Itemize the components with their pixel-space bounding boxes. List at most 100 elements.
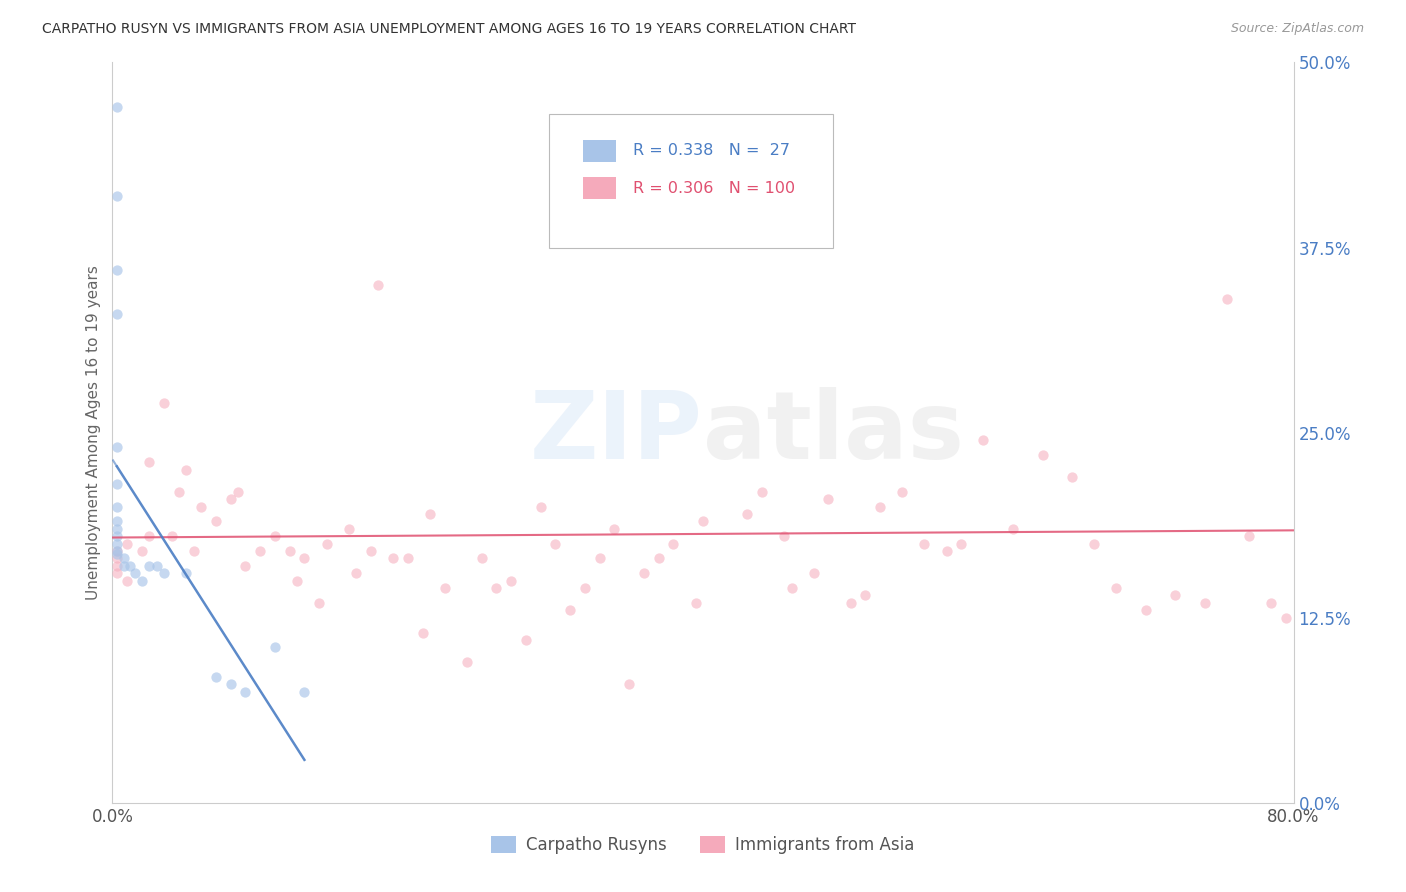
Point	[588, 551, 610, 566]
Point	[619, 677, 641, 691]
Point	[285, 574, 308, 588]
Point	[914, 536, 936, 550]
Point	[1194, 596, 1216, 610]
Point	[105, 558, 128, 573]
Point	[647, 551, 671, 566]
Point	[315, 536, 337, 550]
Point	[1135, 603, 1157, 617]
Point	[117, 574, 138, 588]
Point	[174, 566, 197, 581]
Point	[685, 596, 707, 610]
Point	[891, 484, 914, 499]
Y-axis label: Unemployment Among Ages 16 to 19 years: Unemployment Among Ages 16 to 19 years	[86, 265, 101, 600]
Point	[105, 551, 128, 566]
Point	[515, 632, 537, 647]
Point	[112, 558, 135, 573]
Point	[174, 462, 197, 476]
Point	[817, 492, 839, 507]
Point	[344, 566, 367, 581]
Point	[138, 558, 160, 573]
Point	[737, 507, 759, 521]
Text: Source: ZipAtlas.com: Source: ZipAtlas.com	[1230, 22, 1364, 36]
Point	[112, 551, 135, 566]
Point	[105, 477, 128, 491]
Point	[603, 522, 626, 536]
Point	[803, 566, 825, 581]
Point	[105, 544, 128, 558]
Point	[160, 529, 183, 543]
Point	[219, 677, 242, 691]
Point	[855, 589, 877, 603]
Point	[105, 547, 128, 561]
Text: R = 0.306   N = 100: R = 0.306 N = 100	[633, 180, 796, 195]
Point	[485, 581, 508, 595]
Point	[308, 596, 330, 610]
Point	[117, 536, 138, 550]
Point	[633, 566, 655, 581]
Point	[105, 307, 128, 321]
Point	[105, 515, 128, 529]
Point	[560, 603, 582, 617]
Point	[382, 551, 405, 566]
Text: ZIP: ZIP	[530, 386, 703, 479]
Point	[138, 529, 160, 543]
Point	[433, 581, 456, 595]
Point	[1083, 536, 1105, 550]
Point	[544, 536, 567, 550]
FancyBboxPatch shape	[582, 177, 616, 200]
Point	[1105, 581, 1128, 595]
Point	[780, 581, 803, 595]
Point	[1275, 610, 1298, 624]
Point	[264, 529, 287, 543]
Point	[105, 544, 128, 558]
Point	[839, 596, 862, 610]
Point	[105, 441, 128, 455]
Point	[412, 625, 434, 640]
Point	[773, 529, 796, 543]
Point	[1260, 596, 1282, 610]
Point	[233, 685, 256, 699]
Point	[456, 655, 478, 669]
Point	[205, 670, 228, 684]
Point	[419, 507, 441, 521]
Point	[367, 277, 389, 292]
Point	[1032, 448, 1054, 462]
Point	[574, 581, 596, 595]
Point	[120, 558, 142, 573]
Point	[1216, 293, 1239, 307]
Point	[131, 574, 153, 588]
Point	[105, 566, 128, 581]
Point	[233, 558, 256, 573]
Point	[153, 396, 176, 410]
Point	[226, 484, 249, 499]
Point	[721, 145, 744, 159]
Point	[501, 574, 523, 588]
Text: atlas: atlas	[703, 386, 965, 479]
Point	[292, 551, 315, 566]
Point	[529, 500, 551, 514]
Point	[950, 536, 973, 550]
Point	[249, 544, 271, 558]
Point	[138, 455, 160, 469]
Point	[167, 484, 190, 499]
Point	[1001, 522, 1024, 536]
Point	[153, 566, 176, 581]
Point	[292, 685, 315, 699]
Point	[751, 484, 773, 499]
Point	[337, 522, 360, 536]
Point	[935, 544, 957, 558]
Point	[707, 159, 730, 173]
Point	[190, 500, 212, 514]
Legend: Carpatho Rusyns, Immigrants from Asia: Carpatho Rusyns, Immigrants from Asia	[485, 830, 921, 861]
Point	[1239, 529, 1261, 543]
Point	[105, 522, 128, 536]
Text: CARPATHO RUSYN VS IMMIGRANTS FROM ASIA UNEMPLOYMENT AMONG AGES 16 TO 19 YEARS CO: CARPATHO RUSYN VS IMMIGRANTS FROM ASIA U…	[42, 22, 856, 37]
Text: R = 0.338   N =  27: R = 0.338 N = 27	[633, 144, 790, 159]
Point	[146, 558, 169, 573]
Point	[105, 100, 128, 114]
Point	[105, 536, 128, 550]
FancyBboxPatch shape	[550, 114, 832, 247]
Point	[662, 536, 685, 550]
Point	[264, 640, 287, 655]
Point	[869, 500, 891, 514]
